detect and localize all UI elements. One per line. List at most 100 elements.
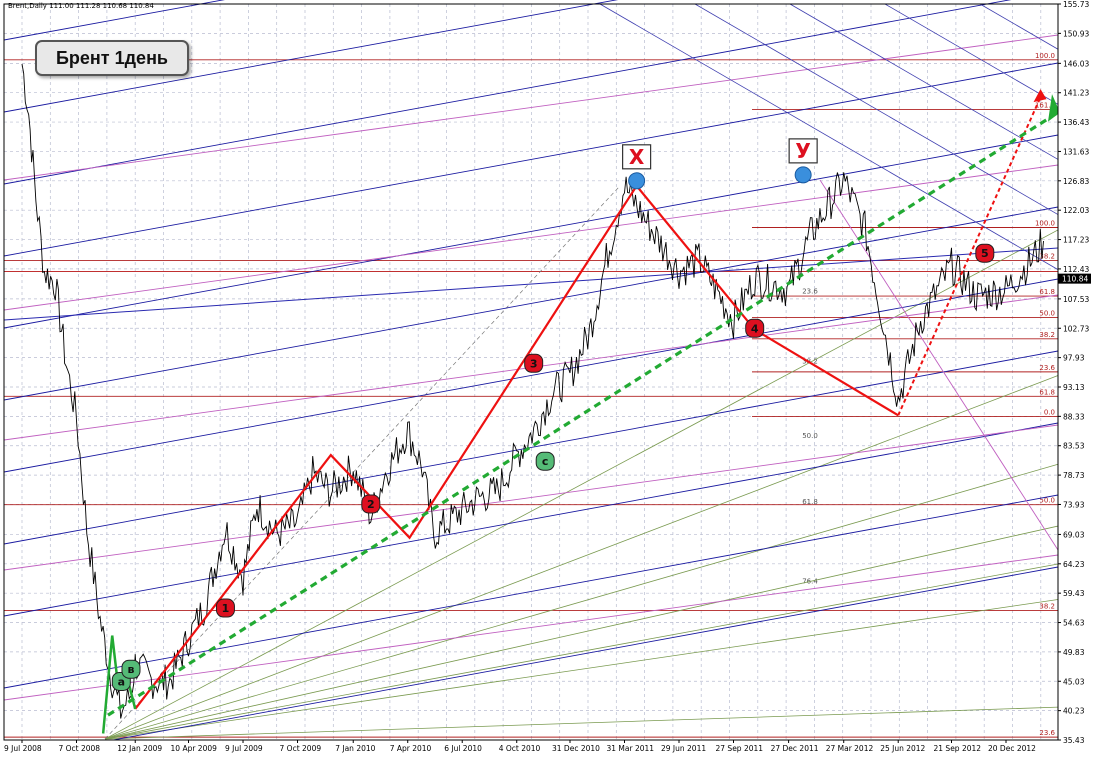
x-tick-label: 27 Mar 2012 — [826, 744, 874, 753]
channel-line — [3, 134, 1059, 329]
y-tick-label: 146.03 — [1063, 59, 1089, 68]
fan-line — [104, 706, 1059, 740]
channel-line — [3, 0, 619, 113]
descending-channel-line — [789, 3, 1059, 160]
x-tick-label: 27 Dec 2011 — [771, 744, 819, 753]
time-axis-bg — [0, 740, 1093, 756]
gann-fan-lines — [104, 185, 1059, 740]
fan-line — [104, 563, 1059, 740]
x-tick-label: 7 Oct 2009 — [280, 744, 322, 753]
wave-marker-1 — [215, 598, 235, 618]
fibonacci-levels: 100.0 161.8 100.0 38.2 61.8 50.0 38.2 23.6 61.8 0… — [4, 52, 1058, 738]
purple-line — [3, 34, 1059, 181]
fib-level-label: 161.8 — [1035, 101, 1055, 109]
y-tick-label: 150.93 — [1063, 29, 1089, 38]
fan-line — [104, 463, 1059, 740]
y-tick-label: 155.73 — [1063, 0, 1089, 9]
descending-purple-line — [819, 179, 1059, 551]
fib-level-label: 0.0 — [1044, 409, 1055, 417]
y-tick-label: 69.03 — [1063, 530, 1085, 539]
blue-upper-line — [3, 247, 1059, 321]
channel-line — [3, 494, 1059, 689]
x-tick-label: 9 Jul 2008 — [4, 744, 42, 753]
y-tick-label: 141.23 — [1063, 89, 1089, 98]
y-tick-label: 97.93 — [1063, 354, 1085, 363]
channel-line — [3, 62, 1059, 257]
y-tick-label: 131.63 — [1063, 147, 1089, 156]
fib-level-label: 38.2 — [1039, 253, 1055, 261]
channel-line — [3, 0, 1012, 185]
fib-level-label: 38.2 — [1039, 602, 1055, 610]
fib-mid-label: 61.8 — [802, 498, 818, 506]
y-tick-label: 117.23 — [1063, 236, 1089, 245]
fib-level-label: 50.0 — [1039, 497, 1055, 505]
wave-marker-text-2: 2 — [367, 498, 375, 511]
fan-line — [104, 229, 1059, 740]
y-tick-label: 64.23 — [1063, 560, 1085, 569]
channel-line — [3, 206, 1059, 401]
plot-frame — [3, 3, 1059, 741]
price-axis-bg — [1058, 0, 1093, 756]
fib-level-label: 100.0 — [1035, 219, 1055, 227]
ohlc-values: 111.00 111.28 110.68 110.84 — [49, 2, 154, 10]
y-tick-label: 40.23 — [1063, 707, 1085, 716]
y-tick-label: 122.03 — [1063, 206, 1089, 215]
x-tick-label: 20 Dec 2012 — [988, 744, 1036, 753]
x-tick-label: 25 Jun 2012 — [880, 744, 925, 753]
fib-level-label: 61.8 — [1039, 388, 1055, 396]
wave-marker-в — [121, 659, 141, 679]
channel-line — [3, 350, 1059, 545]
y-tick-label: 88.33 — [1063, 412, 1085, 421]
channel-line — [3, 278, 1059, 473]
wave-marker-text-4: 4 — [751, 322, 759, 335]
chart-header: Brent,Daily 111.00 111.28 110.68 110.84 — [8, 2, 154, 10]
fib-level-label: 100.0 — [1035, 52, 1055, 60]
y-tick-label: 78.73 — [1063, 471, 1085, 480]
x-tick-label: 7 Apr 2010 — [390, 744, 432, 753]
pivot-box-У — [788, 138, 818, 164]
x-tick-label: 9 Jul 2009 — [225, 744, 263, 753]
fan-line — [104, 525, 1059, 740]
chart-grid — [4, 3, 1058, 741]
fib-level-label: 50.0 — [1039, 309, 1055, 317]
current-price-label: 110.84 — [1062, 275, 1088, 284]
descending-channel-line — [979, 3, 1059, 50]
wave-marker-text-5: 5 — [981, 247, 989, 260]
y-tick-label: 45.03 — [1063, 677, 1085, 686]
wave-marker-text-3: 3 — [530, 357, 538, 370]
descending-channel-line — [694, 3, 1059, 215]
wave-marker-text-в: в — [128, 663, 135, 676]
channel-line — [3, 566, 1059, 761]
x-tick-label: 31 Mar 2011 — [607, 744, 655, 753]
wave-marker-c — [535, 451, 555, 471]
wave-marker-5 — [975, 243, 995, 263]
y-tick-label: 35.43 — [1063, 736, 1085, 745]
y-tick-label: 83.53 — [1063, 442, 1085, 451]
y-tick-label: 102.73 — [1063, 324, 1089, 333]
y-tick-label: 59.43 — [1063, 589, 1085, 598]
descending-channel-line — [884, 3, 1059, 105]
wave-markers: aв 1 2 3 c X 4 У 5 — [111, 138, 995, 691]
purple-line — [3, 164, 1059, 311]
x-tick-label: 31 Dec 2010 — [552, 744, 600, 753]
y-tick-label: 136.43 — [1063, 118, 1089, 127]
wave-marker-4 — [745, 318, 765, 338]
x-tick-label: 29 Jun 2011 — [661, 744, 706, 753]
wave-marker-text-c: c — [542, 455, 549, 468]
green-trendline — [107, 111, 1059, 717]
projection-arrowhead — [1033, 89, 1047, 103]
x-tick-label: 7 Jan 2010 — [335, 744, 375, 753]
pivot-box-X — [622, 144, 652, 170]
fib-level-label: 61.8 — [1039, 288, 1055, 296]
fib-mid-label: 50.0 — [802, 432, 818, 440]
fib-level-label: 23.6 — [1039, 364, 1055, 372]
x-tick-label: 6 Jul 2010 — [444, 744, 482, 753]
fib-level-label: 23.6 — [1039, 729, 1055, 737]
y-tick-label: 73.93 — [1063, 500, 1085, 509]
wave-marker-2 — [361, 494, 381, 514]
trendline-arrowhead — [1048, 94, 1060, 122]
x-tick-label: 10 Apr 2009 — [171, 744, 218, 753]
zigzag-solid — [134, 184, 899, 710]
